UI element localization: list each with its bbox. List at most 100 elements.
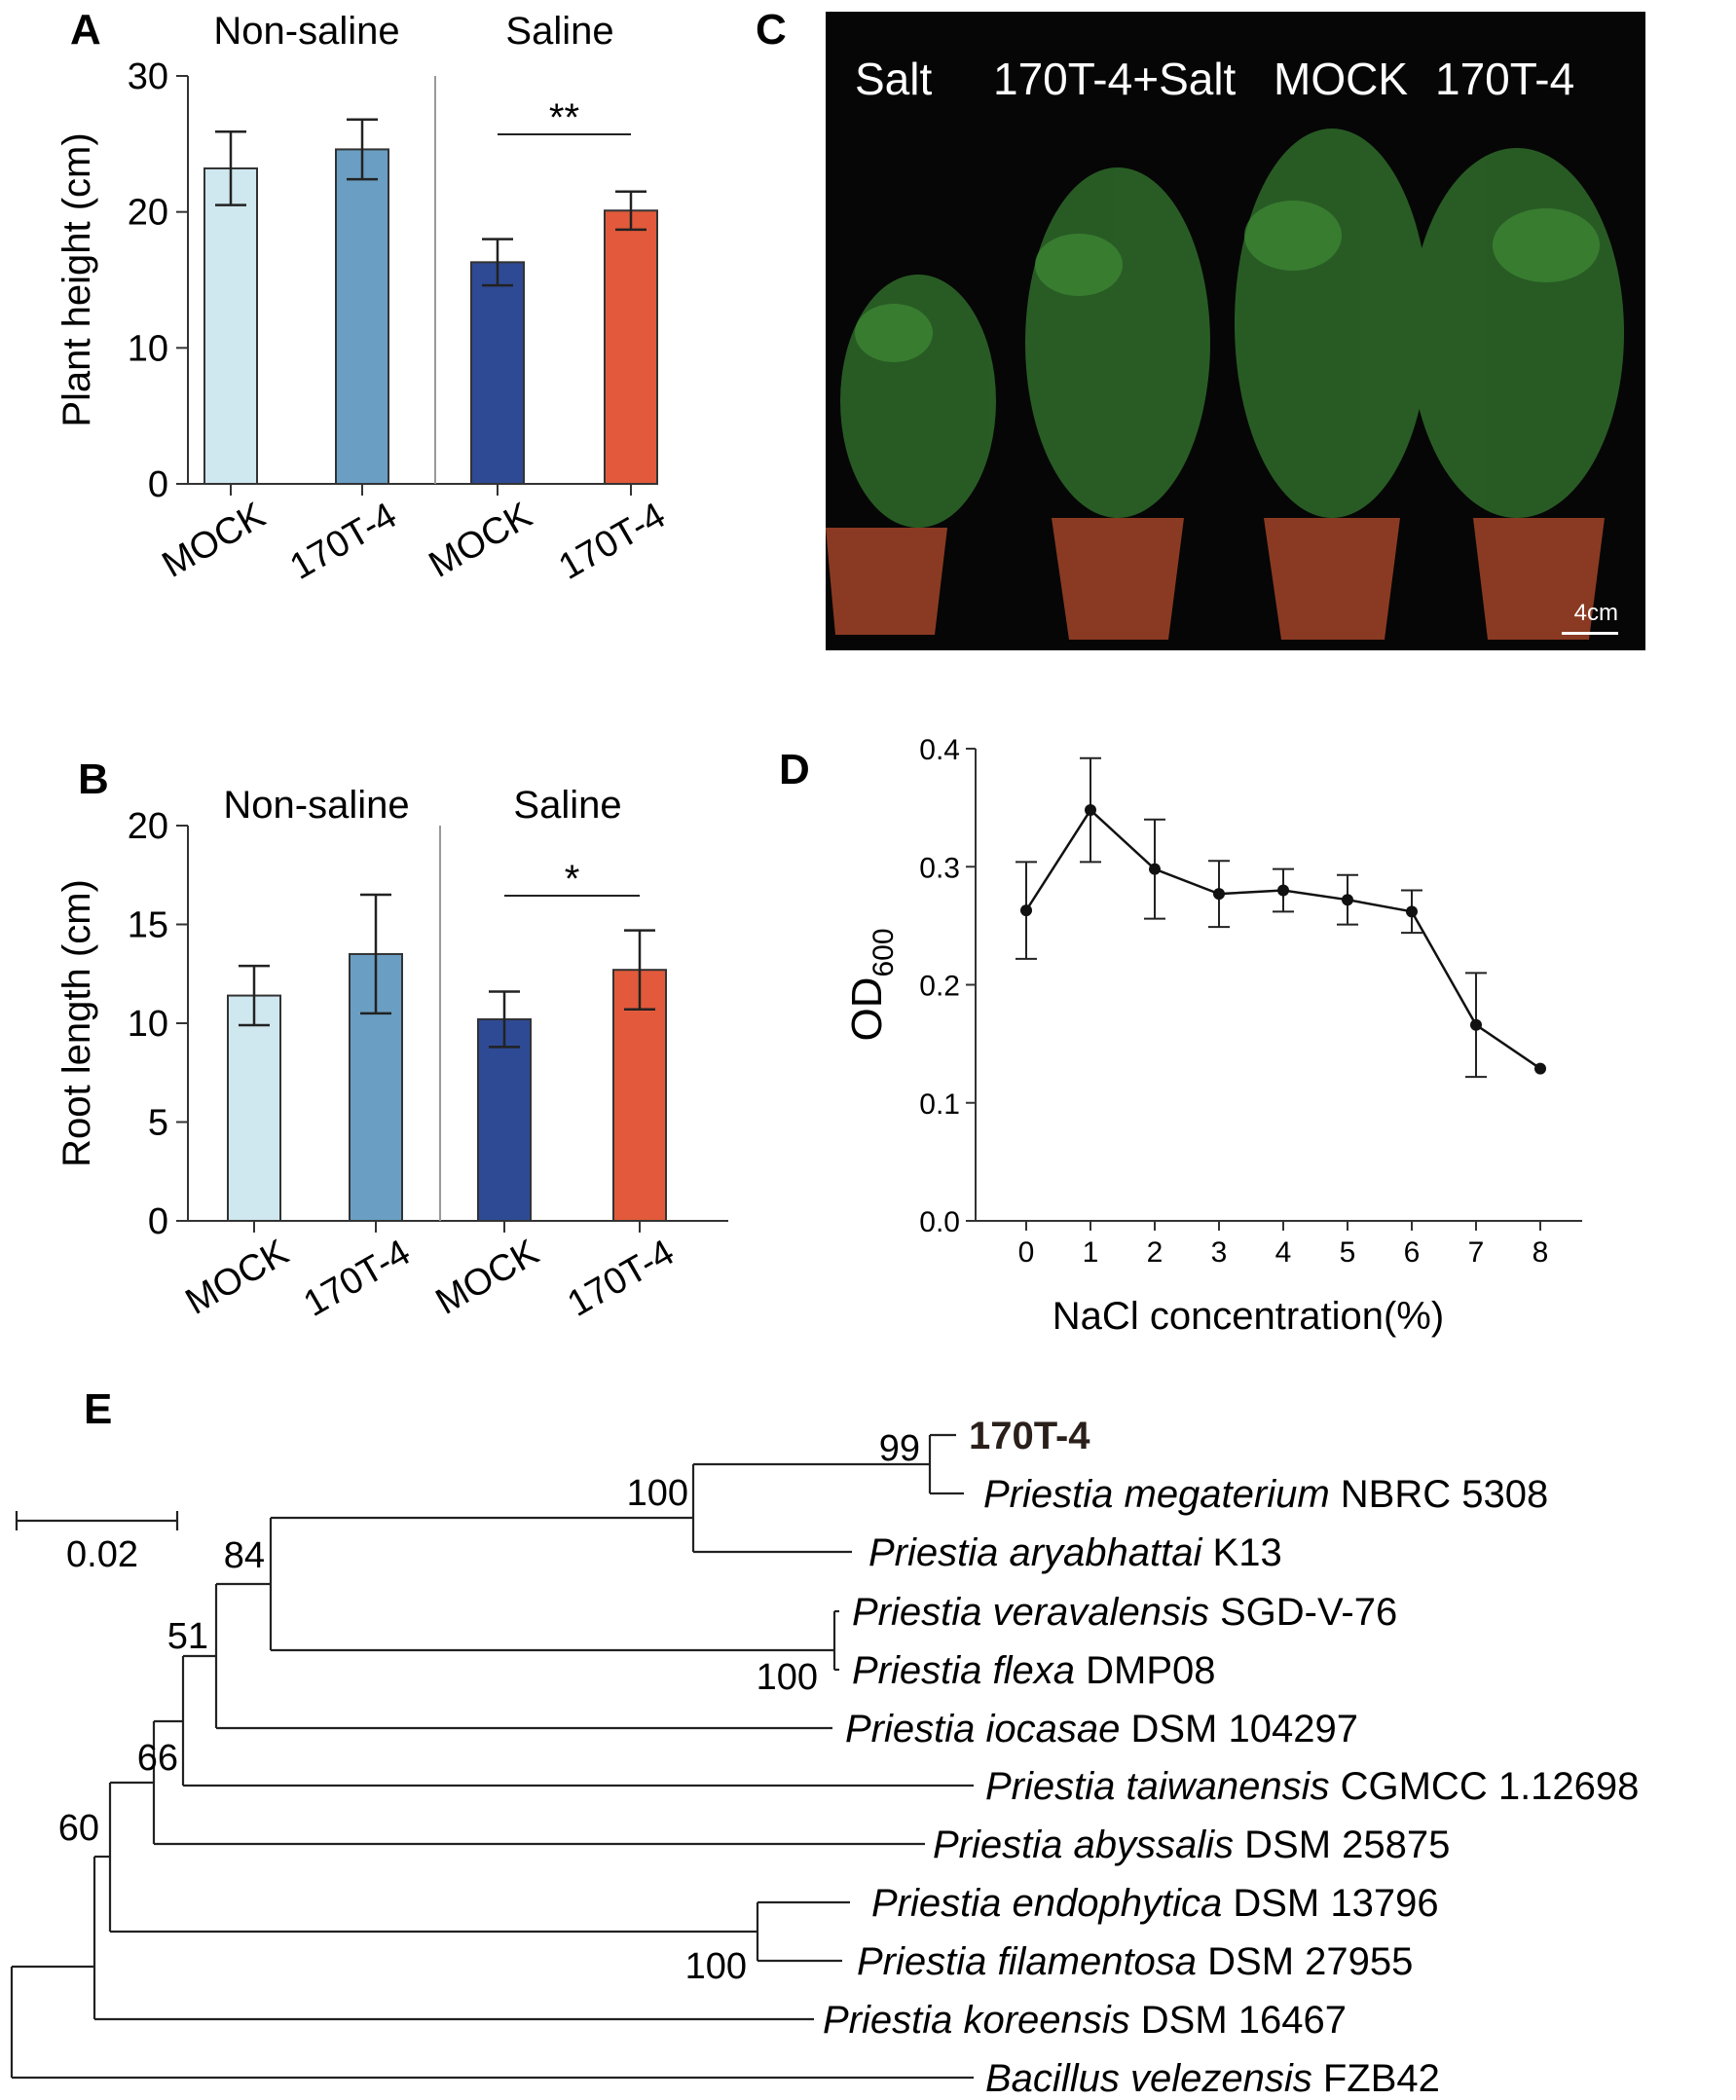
- x-axis-label: NaCl concentration(%): [1053, 1295, 1444, 1338]
- leaf-strain: DSM 13796: [1233, 1882, 1438, 1925]
- x-tick-label: 170T-4: [297, 1232, 417, 1325]
- tree-leaf-label: Priestia iocasae DSM 104297: [845, 1708, 1358, 1750]
- data-point: [1277, 884, 1289, 897]
- y-tick-label: 0.0: [919, 1206, 960, 1238]
- leaf-strain: NBRC 5308: [1341, 1473, 1548, 1516]
- bootstrap-value: 99: [879, 1428, 920, 1469]
- leaf-strain: DMP08: [1086, 1649, 1215, 1692]
- y-axis-label-main: OD: [843, 977, 891, 1042]
- leaf-species: Priestia abyssalis: [933, 1824, 1244, 1866]
- y-tick-label: 5: [148, 1103, 168, 1144]
- bar: [604, 209, 658, 486]
- series-line: [1024, 808, 1541, 1070]
- photo-scale-bar: [1562, 632, 1618, 635]
- leaf-strain: CGMCC 1.12698: [1341, 1765, 1640, 1808]
- y-tick-label: 20: [128, 193, 168, 234]
- group-label-saline: Saline: [513, 784, 621, 827]
- y-tick-label: 0.2: [919, 971, 960, 1003]
- x-tick-label: MOCK: [429, 1232, 546, 1322]
- leaf-strain: 170T-4: [969, 1415, 1090, 1457]
- leaf-strain: DSM 16467: [1141, 1999, 1347, 2042]
- root-length-chart: 0 5 10 15 20 Root length (cm) Non-saline Saline…: [55, 784, 728, 1325]
- leaf-strain: SGD-V-76: [1220, 1591, 1397, 1634]
- group-label-non-saline: Non-saline: [213, 10, 399, 53]
- data-point: [1534, 1062, 1546, 1075]
- y-tick-label: 10: [128, 1004, 168, 1045]
- tree-leaf-label: Bacillus velezensis FZB42: [985, 2057, 1440, 2100]
- leaf-strain: K13: [1213, 1531, 1282, 1574]
- bar: [227, 994, 281, 1223]
- leaf-strain: DSM 104297: [1130, 1708, 1357, 1750]
- bootstrap-value: 100: [757, 1657, 818, 1698]
- bar: [470, 261, 525, 485]
- od600-line-chart: 0.0 0.1 0.2 0.3 0.4 0 1 2 3 4 5 6 7 8 NaCl concentrati…: [843, 734, 1582, 1338]
- data-point: [1406, 905, 1418, 918]
- y-tick-label: 20: [128, 806, 168, 847]
- data-point: [1342, 894, 1353, 906]
- bootstrap-value: 51: [167, 1616, 208, 1657]
- leaf-strain: DSM 27955: [1207, 1940, 1413, 1983]
- plant-height-chart: 0 10 20 30 Plant height (cm) Non-saline Saline…: [55, 10, 673, 588]
- photo-label-mock: MOCK: [1274, 54, 1408, 104]
- bootstrap-value: 100: [685, 1946, 747, 1987]
- y-tick-label: 10: [128, 328, 168, 369]
- y-tick-label: 0.4: [919, 734, 960, 766]
- leaf-species: Priestia veravalensis: [852, 1591, 1220, 1634]
- tree-leaf-label: Priestia flexa DMP08: [852, 1649, 1216, 1692]
- y-axis-label-subscript: 600: [868, 928, 900, 976]
- plant-photo-panel: Salt 170T-4+Salt MOCK 170T-4 4cm: [826, 12, 1645, 650]
- y-tick-label: 0.1: [919, 1088, 960, 1121]
- tree-leaf-label: Priestia aryabhattai K13: [868, 1531, 1282, 1574]
- leaf-species: Priestia flexa: [852, 1649, 1086, 1692]
- y-axis-label: Root length (cm): [55, 879, 98, 1167]
- x-tick-label: 3: [1211, 1236, 1228, 1269]
- y-tick-label: 0: [148, 464, 168, 505]
- bootstrap-value: 66: [137, 1738, 178, 1779]
- leaf-species: Bacillus velezensis: [985, 2057, 1323, 2100]
- x-tick-label: 0: [1018, 1236, 1035, 1269]
- data-point: [1085, 804, 1096, 817]
- leaf-species: Priestia aryabhattai: [868, 1531, 1213, 1574]
- y-tick-label: 30: [128, 56, 168, 97]
- group-label-saline: Saline: [505, 10, 613, 53]
- tree-scale-bar-label: 0.02: [66, 1534, 138, 1575]
- x-tick-label: 2: [1147, 1236, 1163, 1269]
- photo-label-salt: Salt: [855, 54, 933, 104]
- y-axis-label: OD600: [843, 928, 900, 1041]
- tree-leaf-label: Priestia abyssalis DSM 25875: [933, 1824, 1450, 1866]
- tree-leaf-label: Priestia megaterium NBRC 5308: [983, 1473, 1548, 1516]
- data-point: [1149, 863, 1161, 875]
- data-point: [1470, 1018, 1482, 1031]
- photo-scale-bar-label: 4cm: [1573, 600, 1618, 626]
- tree-leaf-label: Priestia veravalensis SGD-V-76: [852, 1591, 1397, 1634]
- bootstrap-value: 100: [627, 1473, 688, 1514]
- x-tick-label: 170T-4: [552, 495, 672, 588]
- significance-marker: *: [565, 858, 580, 901]
- x-tick-label: MOCK: [423, 495, 539, 585]
- bar: [203, 166, 258, 485]
- x-tick-label: 170T-4: [561, 1232, 681, 1325]
- data-point: [1213, 888, 1225, 901]
- tree-leaf-label: Priestia koreensis DSM 16467: [823, 1999, 1347, 2042]
- x-tick-label: 1: [1083, 1236, 1099, 1269]
- panel-label-e: E: [84, 1385, 112, 1433]
- y-tick-label: 15: [128, 905, 168, 946]
- x-tick-label: MOCK: [156, 495, 273, 585]
- photo-label-170t4: 170T-4: [1435, 54, 1575, 104]
- y-tick-label: 0.3: [919, 852, 960, 884]
- bar: [335, 148, 389, 485]
- x-tick-label: 5: [1340, 1236, 1356, 1269]
- y-tick-label: 0: [148, 1201, 168, 1242]
- leaf-species: Priestia filamentosa: [857, 1940, 1207, 1983]
- x-tick-label: 7: [1468, 1236, 1485, 1269]
- leaf-species: Priestia koreensis: [823, 1999, 1141, 2042]
- panel-label-a: A: [70, 6, 101, 54]
- bootstrap-value: 84: [224, 1535, 265, 1576]
- tree-leaf-label: 170T-4: [969, 1415, 1090, 1457]
- x-tick-label: MOCK: [179, 1232, 296, 1322]
- leaf-strain: FZB42: [1323, 2057, 1440, 2100]
- photo-label-170t4-salt: 170T-4+Salt: [993, 54, 1237, 104]
- x-tick-label: 4: [1275, 1236, 1292, 1269]
- tree-leaf-label: Priestia filamentosa DSM 27955: [857, 1940, 1413, 1983]
- x-tick-label: 170T-4: [283, 495, 403, 588]
